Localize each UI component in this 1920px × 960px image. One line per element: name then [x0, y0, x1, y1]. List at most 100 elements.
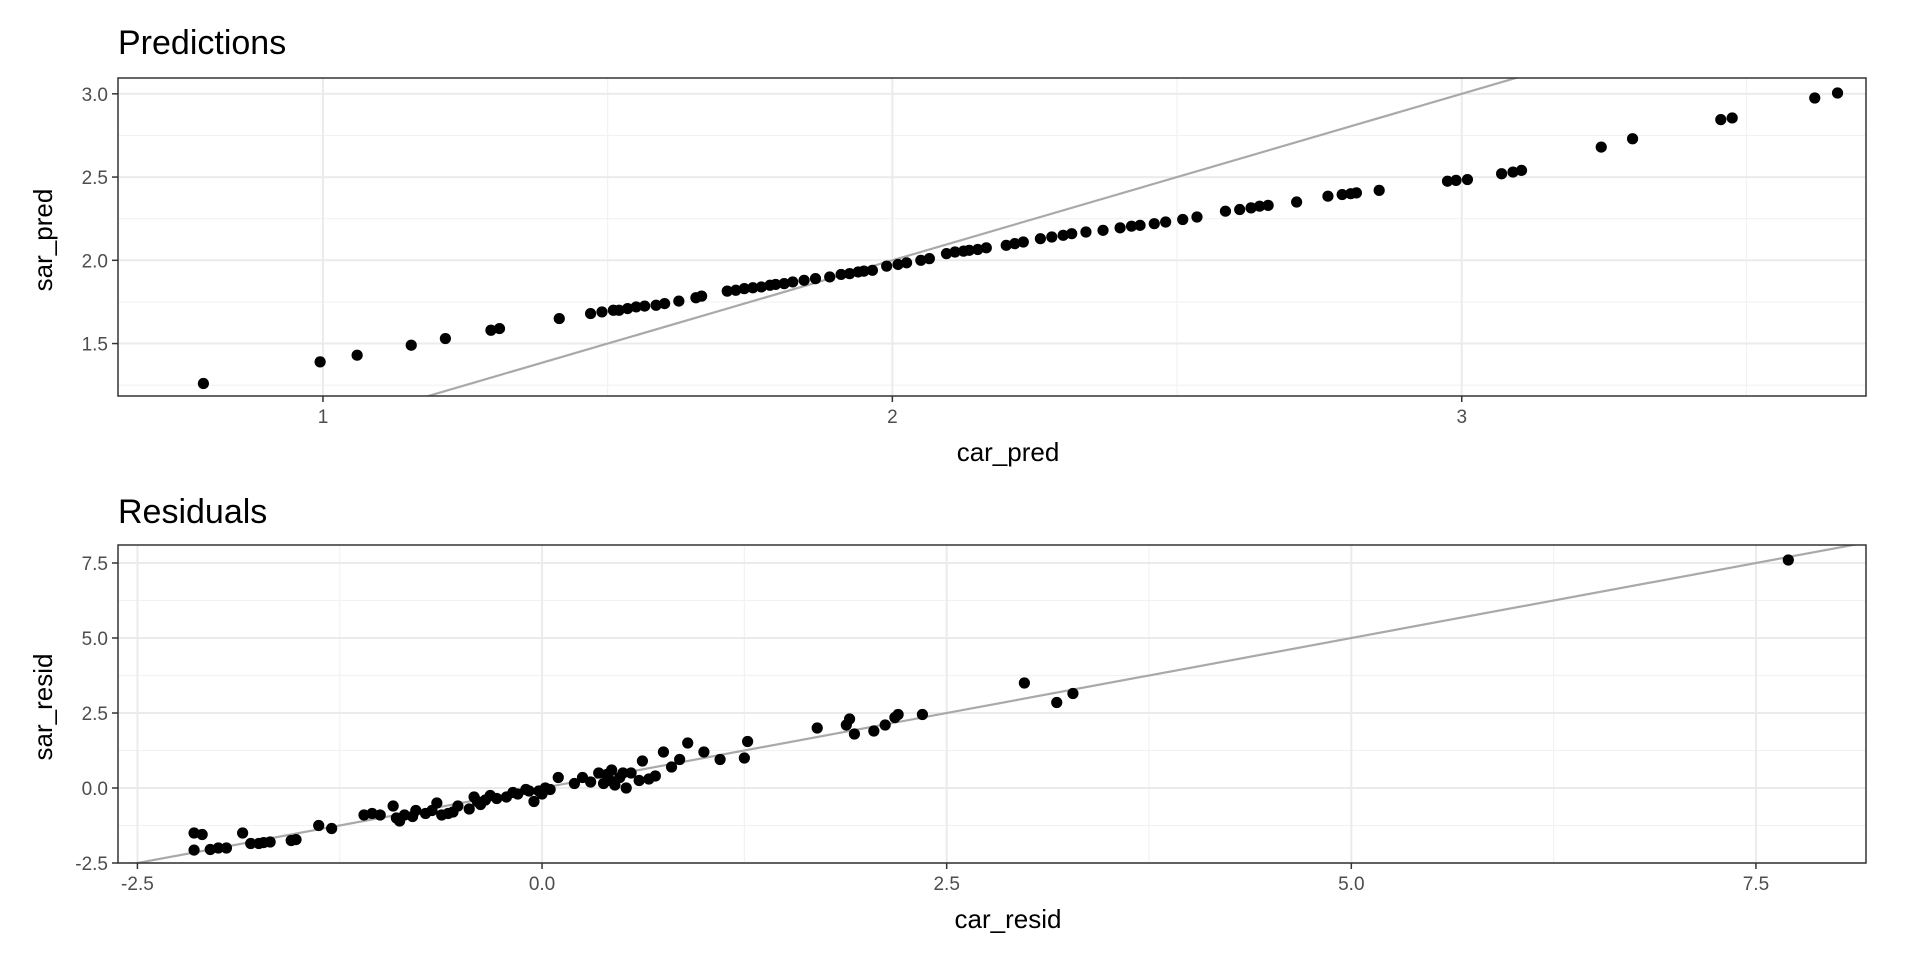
residuals-data-point [843, 713, 856, 725]
predictions-data-point [778, 278, 790, 290]
residuals-data-point [682, 737, 694, 749]
predictions-data-point [1626, 133, 1639, 145]
residuals-data-point [196, 828, 208, 841]
residuals-data-point [892, 708, 904, 721]
residuals-title: Residuals [118, 493, 267, 531]
predictions-data-point [405, 339, 417, 351]
predictions-data-point [1097, 224, 1109, 236]
residuals-data-point [742, 735, 754, 748]
predictions-data-point [747, 282, 759, 294]
predictions-data-point [972, 243, 984, 256]
predictions-y-axis-label: sar_pred [28, 189, 58, 292]
residuals-data-point [290, 834, 302, 846]
predictions-data-point [1262, 199, 1274, 211]
predictions-data-point [1715, 114, 1727, 126]
residuals-data-point [220, 842, 233, 854]
predictions-panel-border [117, 77, 1867, 397]
predictions-reference-line [424, 78, 1520, 396]
predictions-data-point [1322, 190, 1334, 202]
predictions-plot-area: 1 2 3 1.5 2.0 2.5 3.0 [82, 77, 1867, 428]
predictions-data-point [1034, 233, 1046, 245]
residuals-data-point [585, 776, 597, 788]
residuals-y-tick-label: 0.0 [82, 779, 108, 800]
predictions-data-point [439, 332, 451, 345]
residuals-data-point [528, 795, 540, 808]
predictions-data-point [1507, 166, 1519, 178]
predictions-data-point [923, 253, 935, 265]
predictions-data-point [1177, 213, 1189, 226]
residuals-data-point [410, 804, 422, 817]
predictions-data-point [1057, 229, 1069, 241]
residuals-data-point [617, 767, 629, 779]
predictions-data-point [485, 324, 497, 336]
residuals-data-point [916, 708, 929, 721]
predictions-data-point [1726, 112, 1738, 124]
predictions-data-point [798, 274, 810, 286]
residuals-data-point [665, 761, 678, 773]
residuals-data-point [633, 774, 645, 787]
residuals-data-point [1051, 696, 1063, 709]
predictions-panel: Predictions 1 2 3 1.5 2.0 2.5 3.0 car_pred sar… [28, 24, 1867, 467]
predictions-data-point [314, 356, 326, 368]
predictions-data-point [659, 297, 671, 310]
predictions-data-point [351, 349, 363, 361]
predictions-data-point [915, 254, 927, 266]
predictions-data-point [721, 285, 733, 297]
residuals-y-tick-label: 2.5 [82, 704, 108, 725]
predictions-data-point [584, 307, 597, 320]
predictions-data-point [1595, 141, 1607, 153]
residuals-data-point [491, 792, 503, 805]
predictions-data-point [1291, 196, 1303, 208]
residuals-x-tick-label: -2.5 [121, 874, 154, 895]
residuals-data-point [714, 753, 726, 766]
predictions-data-point [755, 281, 768, 293]
predictions-data-point [940, 248, 953, 260]
residuals-data-point [212, 842, 224, 854]
predictions-data-point [892, 258, 904, 271]
predictions-data-point [1219, 205, 1232, 217]
residuals-data-point [568, 777, 581, 790]
residuals-data-point [387, 800, 399, 812]
residuals-data-point [625, 767, 637, 779]
predictions-data-point [1450, 174, 1462, 186]
residuals-data-point [1067, 687, 1079, 700]
predictions-data-point [1046, 231, 1058, 243]
predictions-data-point [770, 278, 782, 291]
residuals-x-axis-label: car_resid [955, 904, 1062, 934]
predictions-data-point [1009, 238, 1021, 250]
predictions-data-point [1245, 202, 1257, 214]
residuals-data-point [738, 752, 750, 764]
residuals-data-point [544, 783, 556, 796]
predictions-title: Predictions [118, 24, 286, 62]
predictions-y-tick-label: 1.5 [82, 335, 108, 356]
residuals-panel-border [117, 544, 1867, 864]
predictions-y-tick-label: 2.0 [82, 251, 108, 272]
predictions-data-point [1809, 92, 1821, 104]
predictions-data-point [1191, 211, 1203, 223]
predictions-data-point [1134, 219, 1146, 231]
predictions-data-point [824, 271, 836, 283]
residuals-data-point [237, 827, 249, 839]
residuals-data-point [188, 844, 200, 856]
predictions-data-point [1017, 236, 1029, 248]
predictions-data-point [844, 268, 856, 280]
residuals-data-point [452, 800, 464, 812]
residuals-data-point [1782, 554, 1794, 566]
residuals-data-point [657, 746, 670, 758]
predictions-data-point [866, 264, 879, 276]
residuals-panel: Residuals -2.5 0.0 2.5 5.0 7.5 -2.5 0.0 2.5 5.0 7… [28, 493, 1867, 934]
residuals-data-point [374, 809, 386, 821]
predictions-x-tick-label: 3 [1456, 407, 1467, 428]
predictions-data-point [1441, 175, 1454, 187]
predictions-data-point [835, 268, 847, 281]
residuals-data-point [636, 755, 649, 767]
predictions-data-point [1831, 87, 1844, 99]
residuals-data-point [1018, 677, 1030, 689]
residuals-data-point [606, 764, 618, 776]
predictions-data-point [1234, 203, 1246, 216]
predictions-data-point [1080, 226, 1092, 238]
residuals-y-tick-label: 7.5 [82, 554, 108, 575]
residuals-data-point [848, 728, 861, 740]
predictions-data-point [900, 257, 913, 269]
